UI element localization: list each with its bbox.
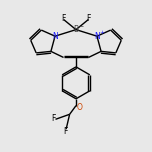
Text: F: F	[86, 14, 91, 23]
Text: +: +	[99, 30, 104, 35]
Text: N: N	[52, 32, 58, 41]
Text: F: F	[64, 127, 68, 136]
Text: B: B	[73, 25, 79, 34]
Text: O: O	[77, 103, 83, 112]
Text: F: F	[51, 114, 55, 123]
Text: N: N	[94, 32, 100, 41]
Text: F: F	[61, 14, 66, 23]
Text: −: −	[78, 23, 83, 28]
